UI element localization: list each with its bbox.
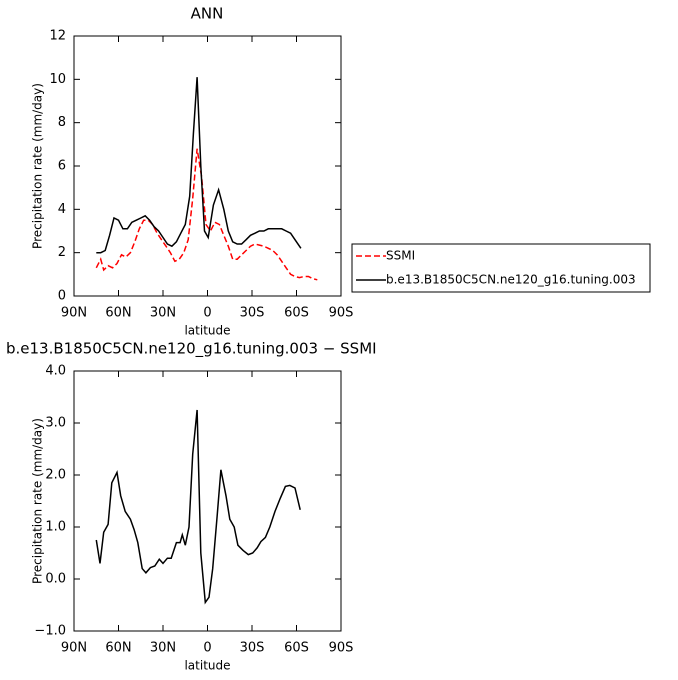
x-tick-label: 0 — [203, 641, 211, 656]
chart-title: ANN — [191, 5, 224, 23]
y-axis-label: Precipitation rate (mm/day) — [31, 418, 45, 584]
x-tick-label: 30S — [240, 306, 265, 321]
x-tick-label: 60N — [105, 306, 131, 321]
y-tick-label: 2.0 — [45, 468, 66, 483]
x-tick-label: 90N — [61, 306, 87, 321]
plot-frame — [73, 370, 342, 632]
y-tick-label: 3.0 — [45, 416, 66, 431]
y-tick-label: 8 — [58, 115, 66, 130]
legend-label: SSMI — [386, 249, 415, 263]
x-tick-label: 90S — [329, 641, 354, 656]
y-tick-label: 0 — [58, 289, 66, 304]
data-line — [96, 77, 302, 254]
x-tick-label: 30N — [150, 306, 176, 321]
x-axis-label: latitude — [184, 324, 230, 338]
y-tick-label: 6 — [58, 159, 66, 174]
y-tick-label: 0.0 — [45, 572, 66, 587]
x-tick-label: 90N — [61, 641, 87, 656]
chart-title: b.e13.B1850C5CN.ne120_g16.tuning.003 − S… — [6, 340, 377, 359]
y-tick-label: 4.0 — [45, 364, 66, 379]
x-tick-label: 30S — [240, 641, 265, 656]
y-tick-label: 4 — [58, 202, 66, 217]
y-tick-label: 1.0 — [45, 520, 66, 535]
x-tick-label: 0 — [203, 306, 211, 321]
data-line — [95, 148, 318, 281]
plot-frame — [73, 35, 342, 297]
x-axis-label: latitude — [184, 659, 230, 673]
y-axis-label: Precipitation rate (mm/day) — [31, 83, 45, 249]
data-line — [95, 409, 301, 605]
y-tick-label: 12 — [49, 29, 66, 44]
legend-label: b.e13.B1850C5CN.ne120_g16.tuning.003 — [386, 273, 636, 287]
x-tick-label: 60S — [284, 306, 309, 321]
legend-box — [351, 243, 651, 293]
x-tick-label: 30N — [150, 641, 176, 656]
x-tick-label: 90S — [329, 306, 354, 321]
x-tick-label: 60S — [284, 641, 309, 656]
y-tick-label: −1.0 — [34, 624, 66, 639]
x-tick-label: 60N — [105, 641, 131, 656]
y-tick-label: 2 — [58, 245, 66, 260]
y-tick-label: 10 — [49, 72, 66, 87]
